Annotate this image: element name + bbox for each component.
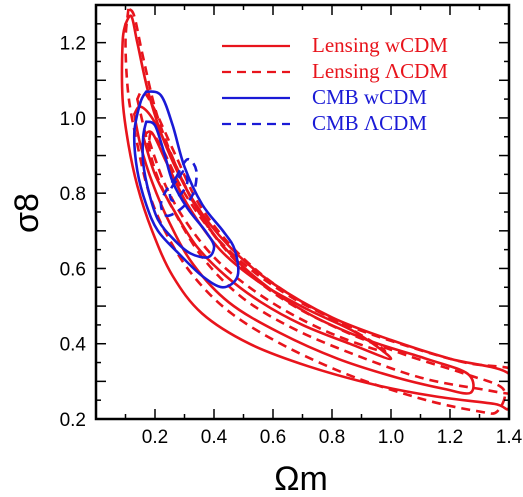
series-2 — [132, 90, 240, 289]
legend-label: Lensing wCDM — [312, 33, 448, 57]
y-tick-label: 0.4 — [60, 335, 87, 356]
contour-line — [141, 120, 216, 259]
contour-line — [168, 169, 189, 202]
y-tick-label: 0.8 — [60, 184, 86, 205]
contour-line — [136, 90, 509, 395]
y-tick-label: 1.2 — [60, 34, 86, 55]
x-tick-label: 1.0 — [378, 427, 404, 448]
legend-label: CMB ΛCDM — [312, 111, 427, 135]
ticks-layer: 0.2 0.4 0.6 0.8 1.0 1.2 1.4 0.2 0.4 0.6 0.8 1.0 1.2 — [60, 5, 523, 448]
x-tick-label: 0.2 — [142, 427, 168, 448]
x-tick-label: 0.8 — [319, 427, 345, 448]
series-3 — [159, 157, 198, 218]
x-tick-label: 1.4 — [496, 427, 523, 448]
legend-label: CMB wCDM — [312, 85, 427, 109]
contour-line — [132, 90, 240, 289]
x-tick-label: 1.2 — [437, 427, 463, 448]
x-tick-label: 0.6 — [260, 427, 286, 448]
x-axis-title: Ωm — [274, 460, 328, 497]
y-tick-label: 0.6 — [60, 259, 86, 280]
contour-line — [147, 131, 387, 353]
x-tick-label: 0.4 — [201, 427, 228, 448]
contour-line — [159, 157, 198, 218]
contour-line — [141, 130, 393, 361]
contours-layer — [120, 7, 509, 415]
contour-line — [120, 14, 509, 411]
y-tick-label: 1.0 — [60, 109, 86, 130]
y-axis-title: σ8 — [8, 193, 46, 233]
y-tick-label: 0.2 — [60, 410, 86, 431]
legend-label: Lensing ΛCDM — [312, 59, 448, 83]
